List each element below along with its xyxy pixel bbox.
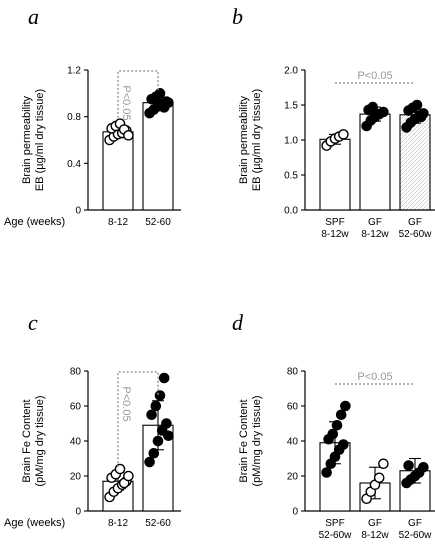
data-point [411,99,423,111]
y-tick-label: 0.4 [67,159,81,170]
y-tick-label: 1.0 [284,136,298,147]
x-category-label: 8-12 [108,217,128,228]
data-point [148,447,160,459]
data-point [152,435,164,447]
x-category-label: 52-60w [399,229,433,240]
x-category-label: 52-60 [145,217,171,228]
y-axis-label: Brain Fe Content [21,399,33,482]
data-point [123,130,134,141]
bar [142,102,174,211]
data-point [335,409,347,421]
x-category-label: 8-12w [361,229,389,240]
data-point [331,419,343,431]
x-category-label: SPF [325,518,344,529]
significance-label: P<0.05 [357,70,392,82]
age-row-label: Age (weeks) [4,517,65,529]
data-point [146,409,157,421]
data-point [150,400,162,412]
chart-panel-a: 0 0.4 0.8 1.2 Brain permeability EB (µg/ml dr… [4,66,181,228]
chart-panel-d: 0 20 40 60 80 Brain Fe Content (pM/mg dry tiss… [238,367,435,541]
y-tick-label: 0 [292,507,298,518]
y-tick-label: 40 [287,437,299,448]
data-point [415,111,427,123]
data-point [154,390,166,401]
x-category-label: GF [368,518,382,529]
age-row-label: Age (weeks) [4,216,65,228]
y-tick-label: 0.0 [284,206,298,217]
data-point [123,470,134,482]
y-tick-label: 20 [70,472,82,483]
data-point [154,88,166,99]
chart-panel-c: 0 20 40 60 80 Brain Fe Content (pM/mg dry tiss… [4,367,181,529]
y-tick-label: 0 [75,206,81,217]
y-axis-label: (pM/mg dry tissue) [34,395,46,486]
y-tick-label: 80 [287,367,299,378]
data-point [367,101,379,113]
y-tick-label: 0.8 [67,112,81,123]
data-point [378,458,389,470]
y-tick-label: 60 [287,402,299,413]
x-category-label: GF [368,217,382,228]
data-point [338,129,349,140]
bar [319,138,351,211]
data-point [403,460,414,471]
significance-label: P<0.05 [120,386,132,421]
y-tick-label: 40 [70,437,82,448]
x-category-label: 8-12 [108,518,128,529]
x-category-label: GF [408,518,422,529]
x-category-label: GF [408,217,422,228]
y-tick-label: 80 [70,367,82,378]
y-tick-label: 60 [70,402,82,413]
data-point [163,97,174,108]
y-tick-label: 20 [287,472,299,483]
y-axis-label: Brain Fe Content [238,399,250,482]
significance-label: P<0.05 [120,85,132,120]
chart-panel-b: 0.0 0.5 1.0 1.5 2.0 Brain permeability EB (µg/… [238,66,435,240]
y-tick-label: 2.0 [284,66,298,77]
data-point [144,456,155,468]
data-point [321,467,332,478]
x-category-label: 52-60w [399,530,433,541]
data-point [378,106,389,118]
x-category-label: 8-12w [321,229,349,240]
data-point [327,428,339,440]
data-point [338,439,349,450]
y-axis-label: Brain permeability [21,95,33,184]
x-category-label: SPF [325,217,344,228]
panel-letter-b: b [232,4,243,29]
data-point [161,418,172,429]
data-point [163,430,174,442]
x-category-label: 52-60 [145,518,171,529]
y-axis-label: EB (µg/ml dry tissue) [34,89,46,191]
y-tick-label: 0.5 [284,171,298,182]
significance-label: P<0.05 [357,371,392,383]
panel-letter-c: c [28,310,38,335]
x-category-label: 8-12w [361,530,389,541]
y-axis-label: Brain permeability [238,95,250,184]
data-point [418,461,429,473]
y-tick-label: 1.5 [284,101,298,112]
data-point [340,400,351,412]
y-axis-label: (pM/mg dry tissue) [251,395,263,486]
data-point [373,472,385,484]
panel-letter-a: a [28,4,39,29]
data-point [158,372,170,384]
data-point [114,463,126,475]
significance-bracket [117,70,159,118]
y-axis-label: EB (µg/ml dry tissue) [251,89,263,191]
x-category-label: 52-60w [319,530,353,541]
y-tick-label: 0 [75,507,81,518]
y-tick-label: 1.2 [67,66,81,77]
panel-letter-d: d [232,310,244,335]
